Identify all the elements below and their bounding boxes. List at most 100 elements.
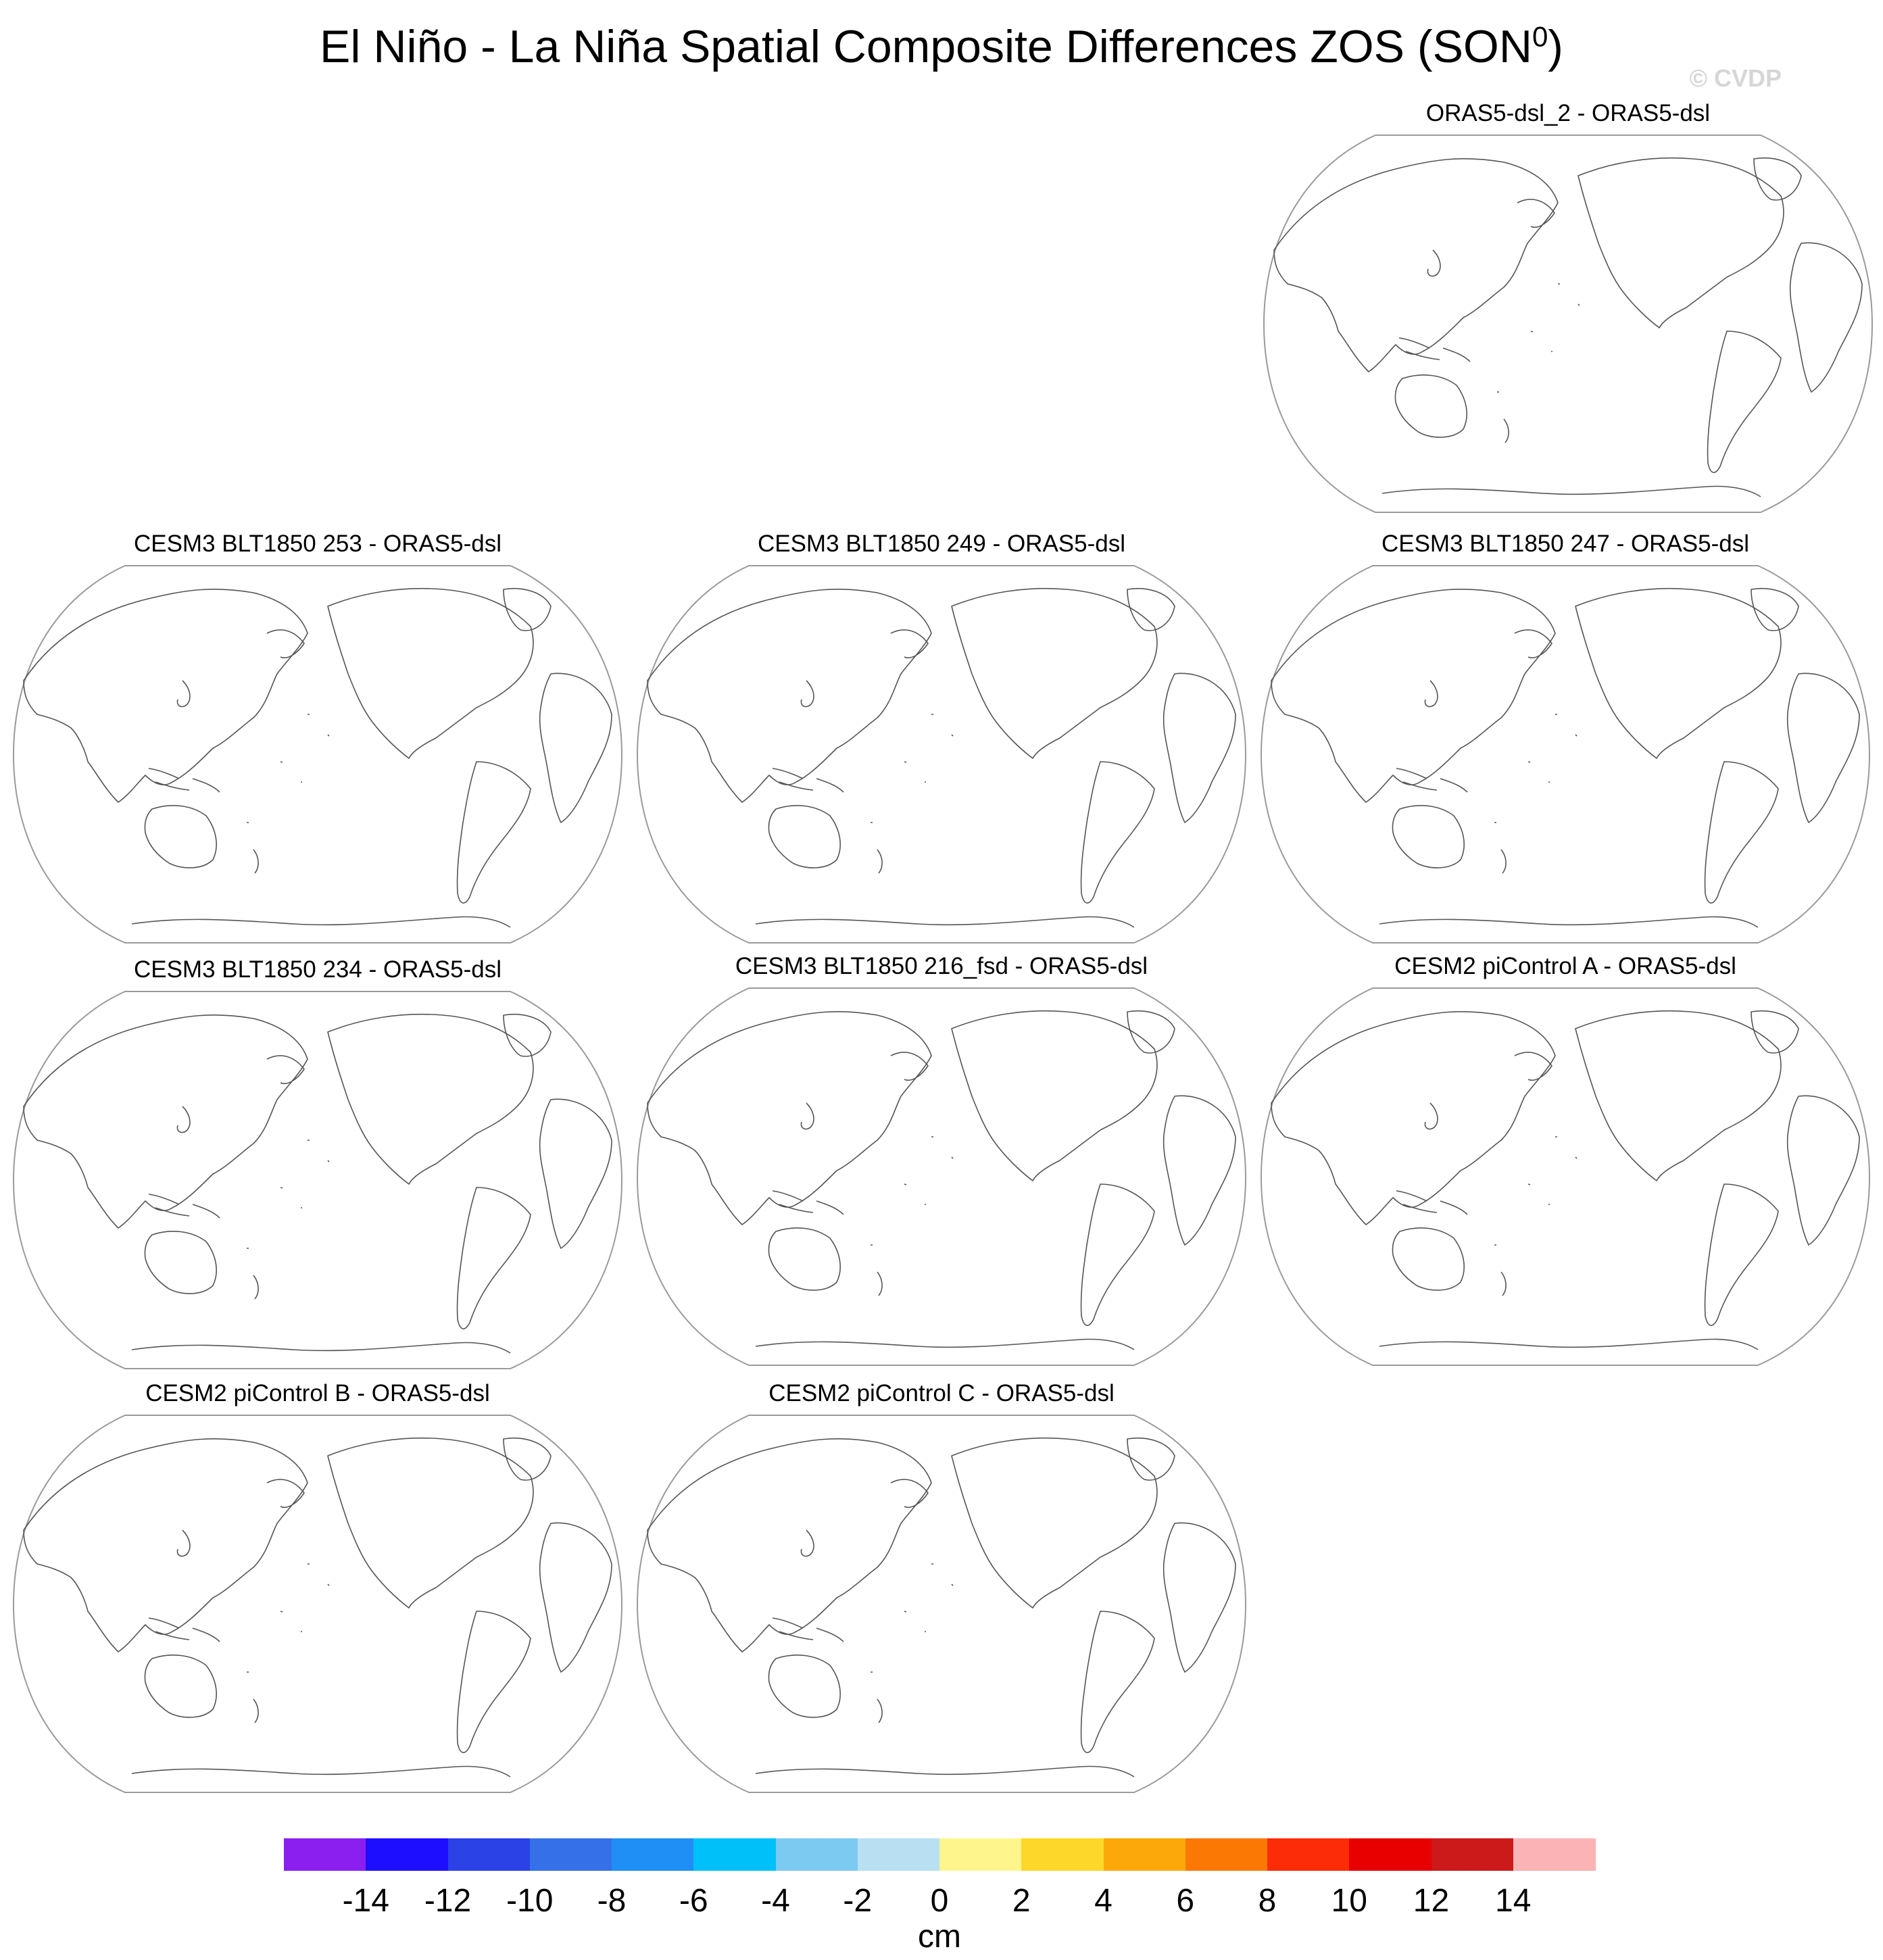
world-map bbox=[1260, 987, 1871, 1366]
indonesia-coastline bbox=[148, 1617, 220, 1642]
colorbar-swatch bbox=[1267, 1838, 1350, 1871]
map-boundary bbox=[12, 565, 623, 944]
island-markers bbox=[1494, 1136, 1578, 1246]
world-map bbox=[1263, 134, 1874, 513]
colorbar-tick-label: 0 bbox=[930, 1883, 949, 1919]
japan-coastline bbox=[176, 1529, 191, 1557]
antarctica-coastline bbox=[131, 1765, 511, 1778]
map-boundary bbox=[636, 1415, 1247, 1793]
australia-coastline bbox=[144, 1231, 217, 1294]
panel-title: CESM2 piControl B - ORAS5-dsl bbox=[145, 1380, 490, 1406]
antarctica-coastline bbox=[755, 916, 1135, 928]
kamchatka-coastline bbox=[890, 1479, 929, 1508]
south-america-coastline bbox=[1707, 330, 1782, 473]
africa-coastline bbox=[1786, 672, 1860, 823]
map-panel: CESM3 BLT1850 253 - ORAS5-dsl bbox=[10, 531, 625, 950]
kamchatka-coastline bbox=[890, 1052, 929, 1081]
colorbar-swatch bbox=[1349, 1838, 1432, 1871]
indonesia-coastline bbox=[148, 768, 220, 793]
japan-coastline bbox=[800, 680, 814, 708]
eurasia-coastline bbox=[647, 1438, 932, 1652]
new-zealand-coastline bbox=[1500, 1271, 1507, 1296]
colorbar-units: cm bbox=[918, 1919, 961, 1955]
indonesia-coastline bbox=[1398, 337, 1471, 362]
colorbar-swatch bbox=[529, 1838, 612, 1871]
panel-title: CESM3 BLT1850 247 - ORAS5-dsl bbox=[1381, 531, 1750, 557]
map-panel: CESM3 BLT1850 247 - ORAS5-dsl bbox=[1258, 531, 1873, 950]
panel-title: CESM2 piControl A - ORAS5-dsl bbox=[1394, 953, 1736, 979]
australia-coastline bbox=[144, 1655, 217, 1718]
antarctica-coastline bbox=[131, 1342, 511, 1354]
africa-coastline bbox=[1163, 1522, 1236, 1673]
colorbar-tick-label: -4 bbox=[761, 1883, 790, 1919]
south-america-coastline bbox=[1080, 1183, 1155, 1326]
south-america-coastline bbox=[456, 761, 531, 904]
africa-coastline bbox=[1789, 242, 1863, 393]
japan-coastline bbox=[1424, 1102, 1438, 1130]
greenland-coastline bbox=[1127, 1437, 1175, 1481]
north-america-coastline bbox=[951, 1010, 1158, 1181]
south-america-coastline bbox=[1080, 1611, 1155, 1753]
greenland-coastline bbox=[503, 1013, 552, 1057]
colorbar-swatch bbox=[1431, 1838, 1514, 1871]
panel-title: CESM3 BLT1850 234 - ORAS5-dsl bbox=[133, 956, 502, 983]
indonesia-coastline bbox=[772, 1190, 844, 1215]
map-boundary bbox=[12, 991, 623, 1369]
panel-title: CESM2 piControl C - ORAS5-dsl bbox=[768, 1380, 1115, 1406]
indonesia-coastline bbox=[148, 1194, 220, 1219]
map-panel: ORAS5-dsl_2 - ORAS5-dsl bbox=[1261, 100, 1876, 519]
eurasia-coastline bbox=[1271, 589, 1556, 803]
kamchatka-coastline bbox=[1514, 1052, 1552, 1081]
colorbar-swatch bbox=[693, 1838, 776, 1871]
map-panel: CESM2 piControl C - ORAS5-dsl bbox=[634, 1380, 1249, 1799]
colorbar-tick-label: 14 bbox=[1495, 1883, 1532, 1919]
africa-coastline bbox=[539, 1098, 612, 1249]
antarctica-coastline bbox=[1379, 1338, 1759, 1350]
map-boundary bbox=[1260, 565, 1871, 944]
greenland-coastline bbox=[1127, 1010, 1175, 1054]
world-map bbox=[12, 991, 623, 1369]
south-america-coastline bbox=[1080, 761, 1155, 904]
world-map bbox=[636, 987, 1247, 1366]
map-panel: CESM3 BLT1850 249 - ORAS5-dsl bbox=[634, 531, 1249, 950]
colorbar-tick-label: 8 bbox=[1258, 1883, 1277, 1919]
colorbar-swatch bbox=[612, 1838, 694, 1871]
colorbar-tick-label: 2 bbox=[1012, 1883, 1031, 1919]
australia-coastline bbox=[1394, 374, 1467, 438]
colorbar-swatch bbox=[1103, 1838, 1186, 1871]
africa-coastline bbox=[1163, 672, 1236, 823]
new-zealand-coastline bbox=[253, 849, 259, 874]
page-title: El Niño - La Niña Spatial Composite Diff… bbox=[320, 20, 1563, 72]
kamchatka-coastline bbox=[266, 629, 305, 658]
colorbar-tick-label: -8 bbox=[597, 1883, 627, 1919]
colorbar-swatch bbox=[284, 1838, 366, 1871]
north-america-coastline bbox=[1575, 1010, 1782, 1181]
new-zealand-coastline bbox=[877, 1698, 883, 1723]
world-map bbox=[636, 1415, 1247, 1793]
kamchatka-coastline bbox=[266, 1479, 305, 1508]
colorbar-tick-label: -6 bbox=[679, 1883, 708, 1919]
africa-coastline bbox=[539, 672, 612, 823]
greenland-coastline bbox=[503, 1437, 552, 1481]
north-america-coastline bbox=[951, 1437, 1158, 1609]
kamchatka-coastline bbox=[266, 1055, 305, 1084]
new-zealand-coastline bbox=[877, 1271, 883, 1296]
panel-title: CESM3 BLT1850 253 - ORAS5-dsl bbox=[133, 531, 502, 557]
new-zealand-coastline bbox=[253, 1698, 259, 1723]
africa-coastline bbox=[1163, 1095, 1236, 1246]
colorbar-swatch bbox=[1021, 1838, 1104, 1871]
australia-coastline bbox=[768, 805, 841, 868]
colorbar-tick-label: 4 bbox=[1094, 1883, 1112, 1919]
australia-coastline bbox=[768, 1227, 841, 1291]
japan-coastline bbox=[800, 1102, 814, 1130]
colorbar-swatch bbox=[775, 1838, 858, 1871]
greenland-coastline bbox=[1751, 587, 1799, 631]
colorbar-tick-label: 10 bbox=[1331, 1883, 1367, 1919]
map-boundary bbox=[636, 987, 1247, 1366]
new-zealand-coastline bbox=[1503, 418, 1509, 443]
australia-coastline bbox=[144, 805, 217, 868]
kamchatka-coastline bbox=[1514, 629, 1552, 658]
colorbar-swatch bbox=[857, 1838, 940, 1871]
australia-coastline bbox=[1392, 805, 1465, 868]
eurasia-coastline bbox=[23, 1438, 308, 1652]
